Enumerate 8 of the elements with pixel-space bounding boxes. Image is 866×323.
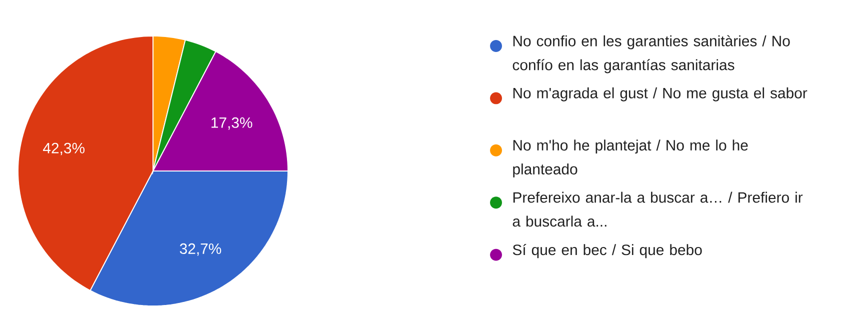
data-label: 42,3% xyxy=(43,142,85,156)
legend-label: Sí que en bec / Si que bebo xyxy=(512,244,702,258)
legend-label: No confio en les garanties sanitàries / No confío en las garantías sanitarias xyxy=(512,35,790,74)
data-label: 32,7% xyxy=(180,243,222,256)
legend-label: Prefereixo anar-la a buscar a… / Prefiero ir a buscarla a... xyxy=(512,192,803,227)
legend-label: No m'agrada el gust / No me gusta el sabor xyxy=(513,87,808,102)
data-label: 17,3% xyxy=(212,117,252,130)
legend-label: No m'ho he plantejat / No me lo he planteado xyxy=(513,140,748,178)
